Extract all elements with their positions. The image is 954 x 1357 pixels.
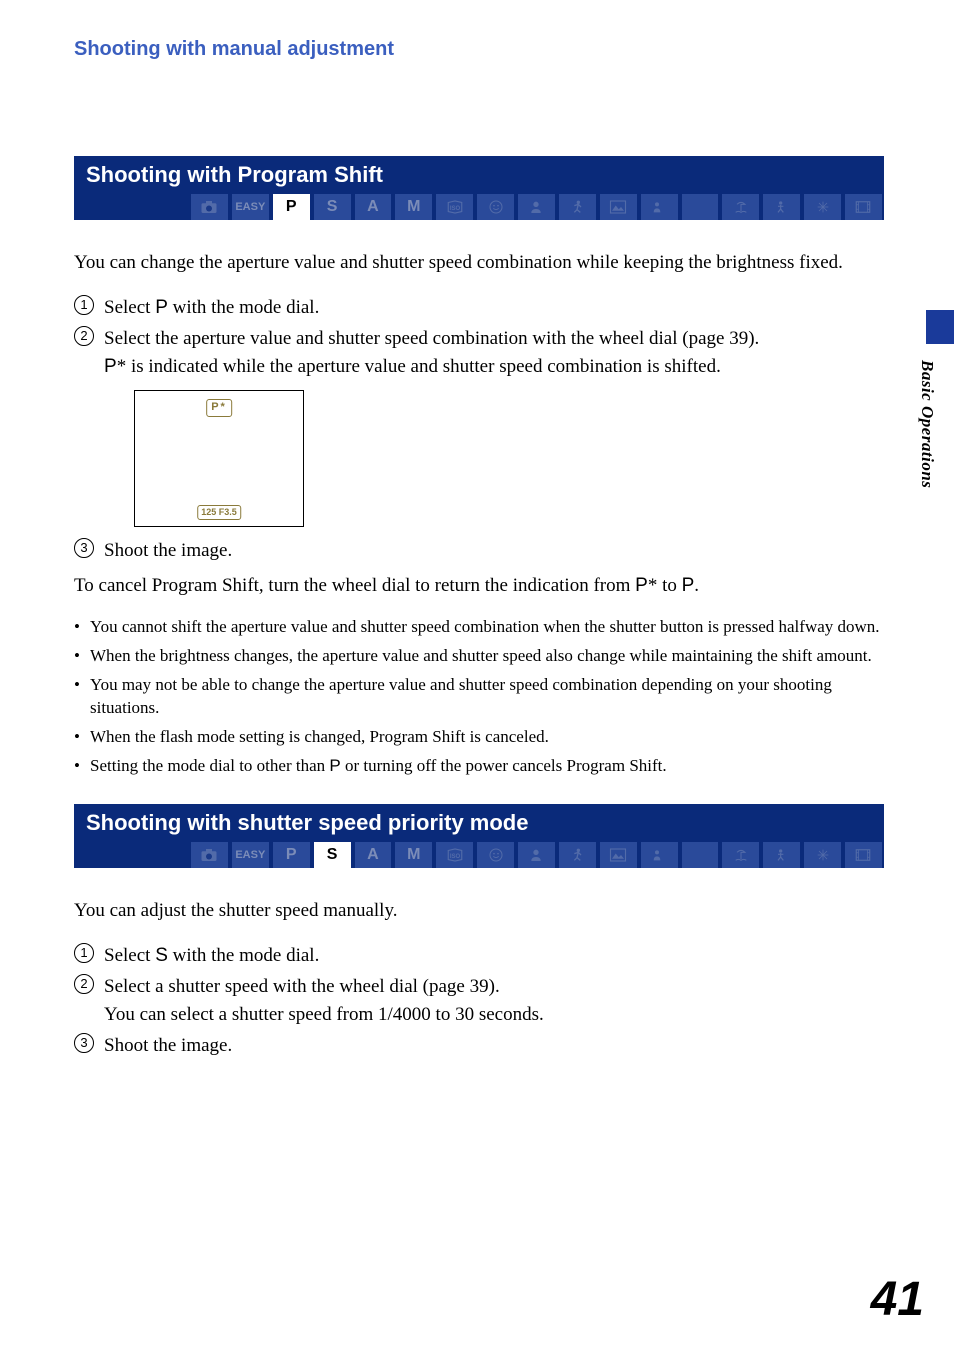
mode-a: A bbox=[353, 842, 394, 868]
page-number: 41 bbox=[871, 1272, 924, 1327]
mode-m: M bbox=[393, 194, 434, 220]
section2-intro: You can adjust the shutter speed manuall… bbox=[74, 898, 884, 924]
section-program-shift: Shooting with Program Shift EASYPSAM ISO bbox=[74, 156, 884, 220]
mode-portrait bbox=[516, 842, 557, 868]
mode-sports bbox=[557, 194, 598, 220]
mode-nightportrait bbox=[639, 194, 680, 220]
chapter-title: Shooting with manual adjustment bbox=[74, 38, 884, 61]
mode-smile bbox=[475, 842, 516, 868]
bullet-item: Setting the mode dial to other than P or… bbox=[74, 755, 884, 778]
mode-landscape bbox=[598, 194, 639, 220]
steps-list-1: 1Select P with the mode dial. 2Select the… bbox=[74, 294, 884, 565]
svg-text:ISO: ISO bbox=[450, 206, 461, 212]
step-item: 3Shoot the image. bbox=[74, 537, 884, 565]
mode-smile bbox=[475, 194, 516, 220]
mode-night bbox=[680, 842, 721, 868]
mode-a: A bbox=[353, 194, 394, 220]
mode-sports bbox=[557, 842, 598, 868]
lcd-pstar: P* bbox=[206, 399, 232, 417]
mode-beach bbox=[720, 842, 761, 868]
mode-snow bbox=[761, 194, 802, 220]
mode-m: M bbox=[393, 842, 434, 868]
bullet-item: You may not be able to change the apertu… bbox=[74, 674, 884, 720]
mode-s: S bbox=[312, 194, 353, 220]
lcd-speed: 125 F3.5 bbox=[197, 505, 241, 520]
bullet-item: When the brightness changes, the apertur… bbox=[74, 645, 884, 668]
step-number: 2 bbox=[74, 326, 94, 346]
mode-snow bbox=[761, 842, 802, 868]
lcd-preview: P* 125 F3.5 bbox=[134, 390, 304, 527]
mode-s: S bbox=[312, 842, 353, 868]
mode-nightportrait bbox=[639, 842, 680, 868]
svg-text:ISO: ISO bbox=[450, 854, 461, 860]
bullet-item: You cannot shift the aperture value and … bbox=[74, 616, 884, 639]
mode-p: P bbox=[271, 194, 312, 220]
step-number: 3 bbox=[74, 1033, 94, 1053]
steps-list-2: 1Select S with the mode dial. 2Select a s… bbox=[74, 942, 884, 1060]
mode-p: P bbox=[271, 842, 312, 868]
mode-movie bbox=[843, 842, 884, 868]
step-number: 1 bbox=[74, 295, 94, 315]
section-title: Shooting with Program Shift bbox=[74, 156, 884, 194]
mode-landscape bbox=[598, 842, 639, 868]
mode-camera bbox=[189, 842, 230, 868]
mode-iso: ISO bbox=[434, 842, 475, 868]
side-label: Basic Operations bbox=[917, 360, 937, 488]
mode-strip: EASYPSAM ISO bbox=[74, 842, 884, 868]
step-item: 2Select the aperture value and shutter s… bbox=[74, 325, 884, 527]
mode-easy: EASY bbox=[230, 194, 271, 220]
step-item: 3Shoot the image. bbox=[74, 1032, 884, 1060]
step-item: 2Select a shutter speed with the wheel d… bbox=[74, 973, 884, 1028]
step-item: 1Select P with the mode dial. bbox=[74, 294, 884, 322]
section1-intro: You can change the aperture value and sh… bbox=[74, 250, 884, 276]
section-shutter-priority: Shooting with shutter speed priority mod… bbox=[74, 804, 884, 868]
mode-easy: EASY bbox=[230, 842, 271, 868]
mode-portrait bbox=[516, 194, 557, 220]
mode-movie bbox=[843, 194, 884, 220]
side-tab bbox=[926, 310, 954, 344]
bullets-list: You cannot shift the aperture value and … bbox=[74, 616, 884, 778]
section-title: Shooting with shutter speed priority mod… bbox=[74, 804, 884, 842]
mode-camera bbox=[189, 194, 230, 220]
step-number: 3 bbox=[74, 538, 94, 558]
step-number: 1 bbox=[74, 943, 94, 963]
bullet-item: When the flash mode setting is changed, … bbox=[74, 726, 884, 749]
mode-night bbox=[680, 194, 721, 220]
mode-strip: EASYPSAM ISO bbox=[74, 194, 884, 220]
cancel-text: To cancel Program Shift, turn the wheel … bbox=[74, 573, 884, 599]
mode-fireworks bbox=[802, 842, 843, 868]
step-number: 2 bbox=[74, 974, 94, 994]
mode-beach bbox=[720, 194, 761, 220]
mode-iso: ISO bbox=[434, 194, 475, 220]
step-item: 1Select S with the mode dial. bbox=[74, 942, 884, 970]
mode-fireworks bbox=[802, 194, 843, 220]
